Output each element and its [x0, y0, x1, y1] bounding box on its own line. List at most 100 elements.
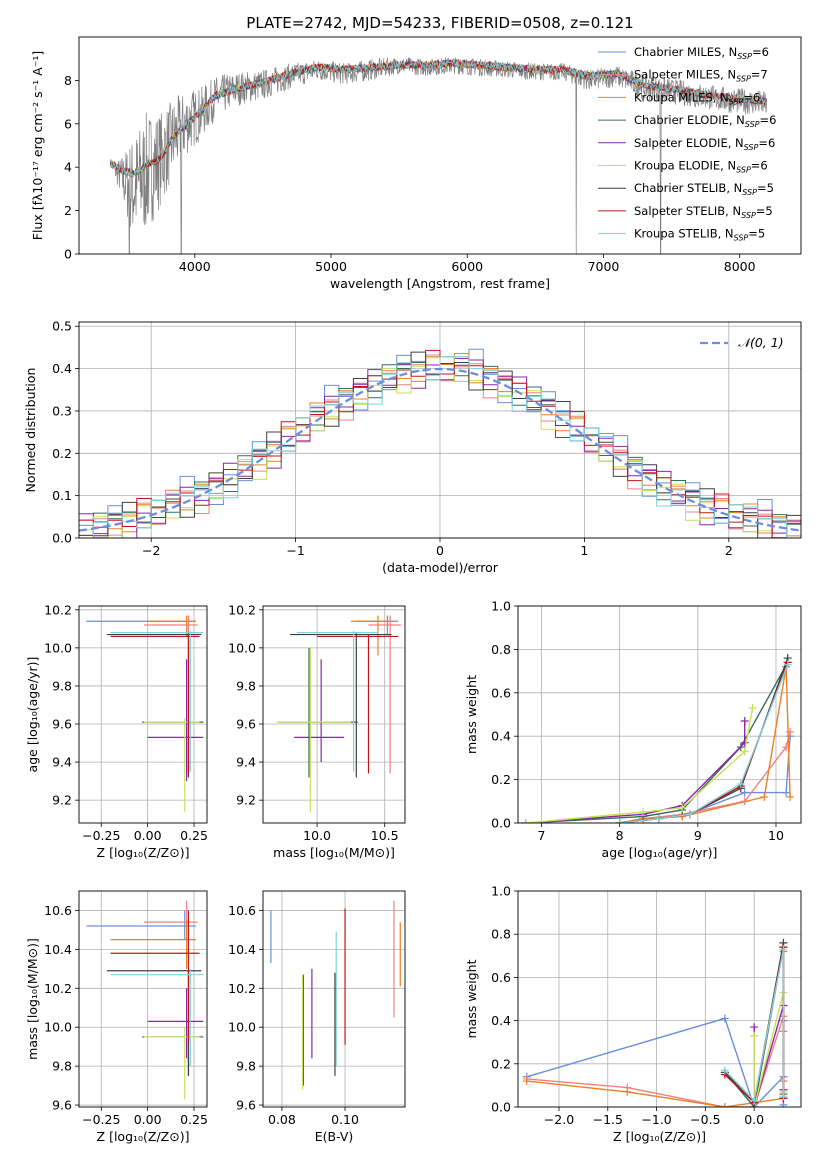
- axes-frame: [517, 605, 802, 824]
- legend-label: Chabrier MILES, NSSP=6: [634, 45, 769, 61]
- y-tick-label: 9.2: [236, 793, 256, 808]
- y-tick-label: 0.1: [52, 488, 72, 503]
- legend-label-subscript: SSP: [736, 166, 751, 175]
- legend-label: Salpeter ELODIE, NSSP=6: [634, 136, 775, 152]
- axes-frame: [262, 605, 406, 824]
- y-tick-label: 0.0: [52, 531, 72, 546]
- y-tick-label: 2: [64, 203, 72, 218]
- legend-label: Salpeter STELIB, NSSP=5: [634, 204, 773, 220]
- mass-weight-point: [782, 788, 791, 797]
- x-tick-label: 4000: [179, 259, 211, 274]
- y-tick-label: 10.2: [228, 602, 256, 617]
- legend-label: 𝒩(0, 1): [738, 335, 784, 350]
- plot-area-age_vs_Z: [86, 615, 204, 812]
- mass-weight-point: [750, 1096, 759, 1105]
- y-tick-label: 9.6: [236, 1098, 256, 1113]
- mass-weight-point: [736, 779, 745, 788]
- y-tick-label: 6: [64, 116, 72, 131]
- y-tick-label: 0.3: [52, 403, 72, 418]
- x-tick-label: 9: [694, 828, 702, 843]
- mass-weight-point: [678, 803, 687, 812]
- mass-weight-point: [654, 814, 663, 823]
- legend-label-subscript: SSP: [742, 188, 757, 197]
- x-tick-label: −0.25: [82, 828, 120, 843]
- y-tick-label: 0.0: [491, 816, 511, 831]
- panel-age_vs_mass: 10.0 10.5 9.2 9.4 9.6 9.8 10.0 10.2 mass [log₁₀(…: [228, 602, 406, 860]
- legend-label: Kroupa ELODIE, NSSP=6: [634, 159, 768, 175]
- y-axis-label: mass [log₁₀(M/M⊙)]: [25, 938, 40, 1060]
- y-tick-label: 9.8: [52, 1059, 72, 1074]
- axes-frame: [78, 36, 802, 255]
- y-tick-label: 10.6: [228, 903, 256, 918]
- y-tick-label: 9.6: [52, 1098, 72, 1113]
- y-tick-label: 10.6: [44, 903, 72, 918]
- y-axis-label: Normed distribution: [23, 368, 38, 493]
- y-tick-label: 9.8: [236, 678, 256, 693]
- model-spectrum: [109, 58, 767, 177]
- mass-weight-point: [740, 788, 749, 797]
- mass-weight-point: [786, 727, 795, 736]
- x-tick-label: −1: [286, 543, 304, 558]
- x-tick-label: 7: [537, 828, 545, 843]
- mass-weight-line: [724, 949, 785, 1102]
- x-tick-label: 0.25: [180, 828, 208, 843]
- axes-frame: [78, 605, 208, 824]
- panel-mass_vs_ebv: 0.08 0.10 9.6 9.8 10.0 10.2 10.4 10.6 E(B-V): [228, 890, 406, 1144]
- y-tick-label: 10.2: [228, 981, 256, 996]
- legend-label-subscript: SSP: [729, 97, 744, 106]
- panel-age_vs_Z: −0.25 0.00 0.25 9.2 9.4 9.6 9.8 10.0 10.2 Z [log₁…: [25, 602, 208, 860]
- mass-weight-point: [779, 945, 788, 954]
- legend-label-suffix: =6: [752, 45, 769, 59]
- y-tick-label: 9.8: [236, 1059, 256, 1074]
- legend-label-prefix: Chabrier MILES, N: [634, 45, 737, 59]
- legend-label-subscript: SSP: [737, 52, 752, 61]
- plot-area-weight_vs_Z: [522, 938, 788, 1107]
- legend-label-suffix: =5: [756, 204, 773, 218]
- y-tick-label: 10.0: [44, 640, 72, 655]
- x-tick-label: −1.5: [593, 1112, 623, 1127]
- x-tick-label: 0.08: [268, 1112, 296, 1127]
- mass-weight-point: [748, 703, 757, 712]
- legend-label-prefix: Salpeter MILES, N: [634, 68, 736, 82]
- x-axis-label: E(B-V): [315, 1129, 354, 1144]
- x-axis-label: Z [log₁₀(Z/Z⊙)]: [97, 1129, 190, 1144]
- x-tick-label: −2: [142, 543, 160, 558]
- y-tick-label: 10.2: [44, 981, 72, 996]
- y-tick-label: 9.6: [52, 717, 72, 732]
- y-tick-label: 0.4: [491, 729, 511, 744]
- y-tick-label: 0.4: [52, 361, 72, 376]
- y-tick-label: 0.8: [491, 642, 511, 657]
- mass-weight-point: [750, 1023, 759, 1032]
- y-tick-label: 8: [64, 73, 72, 88]
- y-tick-label: 0.6: [491, 685, 511, 700]
- x-tick-label: 2: [725, 543, 733, 558]
- x-tick-label: 10.0: [303, 828, 331, 843]
- mass-weight-point: [720, 1103, 729, 1107]
- y-tick-label: 0.2: [52, 446, 72, 461]
- x-tick-label: 1: [580, 543, 588, 558]
- legend-label-suffix: =5: [748, 227, 765, 241]
- panel-weight_vs_age: 7 8 9 10 0.0 0.2 0.4 0.6 0.8 1.0 age [log₁₀(age/yr…: [464, 599, 802, 860]
- mass-weight-line: [619, 666, 791, 823]
- x-tick-label: 0.00: [134, 1112, 162, 1127]
- y-tick-label: 10.4: [228, 942, 256, 957]
- plot-area-residuals: [79, 348, 801, 538]
- legend-label-subscript: SSP: [744, 143, 759, 152]
- mass-weight-point: [783, 660, 792, 669]
- axes-frame: [78, 890, 208, 1108]
- x-tick-label: −0.5: [690, 1112, 720, 1127]
- legend-label: Kroupa MILES, NSSP=6: [634, 90, 760, 106]
- mass-weight-point: [639, 808, 648, 817]
- x-tick-label: −2.0: [544, 1112, 574, 1127]
- mass-weight-point: [521, 819, 530, 823]
- y-tick-label: 1.0: [491, 884, 511, 899]
- y-tick-label: 10.0: [228, 1020, 256, 1035]
- y-tick-label: 9.8: [52, 678, 72, 693]
- x-tick-label: 0.0: [744, 1112, 764, 1127]
- normal-curve: [79, 367, 801, 532]
- x-axis-label: wavelength [Angstrom, rest frame]: [330, 276, 550, 291]
- legend-label: Chabrier STELIB, NSSP=5: [634, 181, 774, 197]
- x-tick-label: 10.5: [371, 828, 399, 843]
- x-axis-label: mass [log₁₀(M/M⊙)]: [273, 845, 395, 860]
